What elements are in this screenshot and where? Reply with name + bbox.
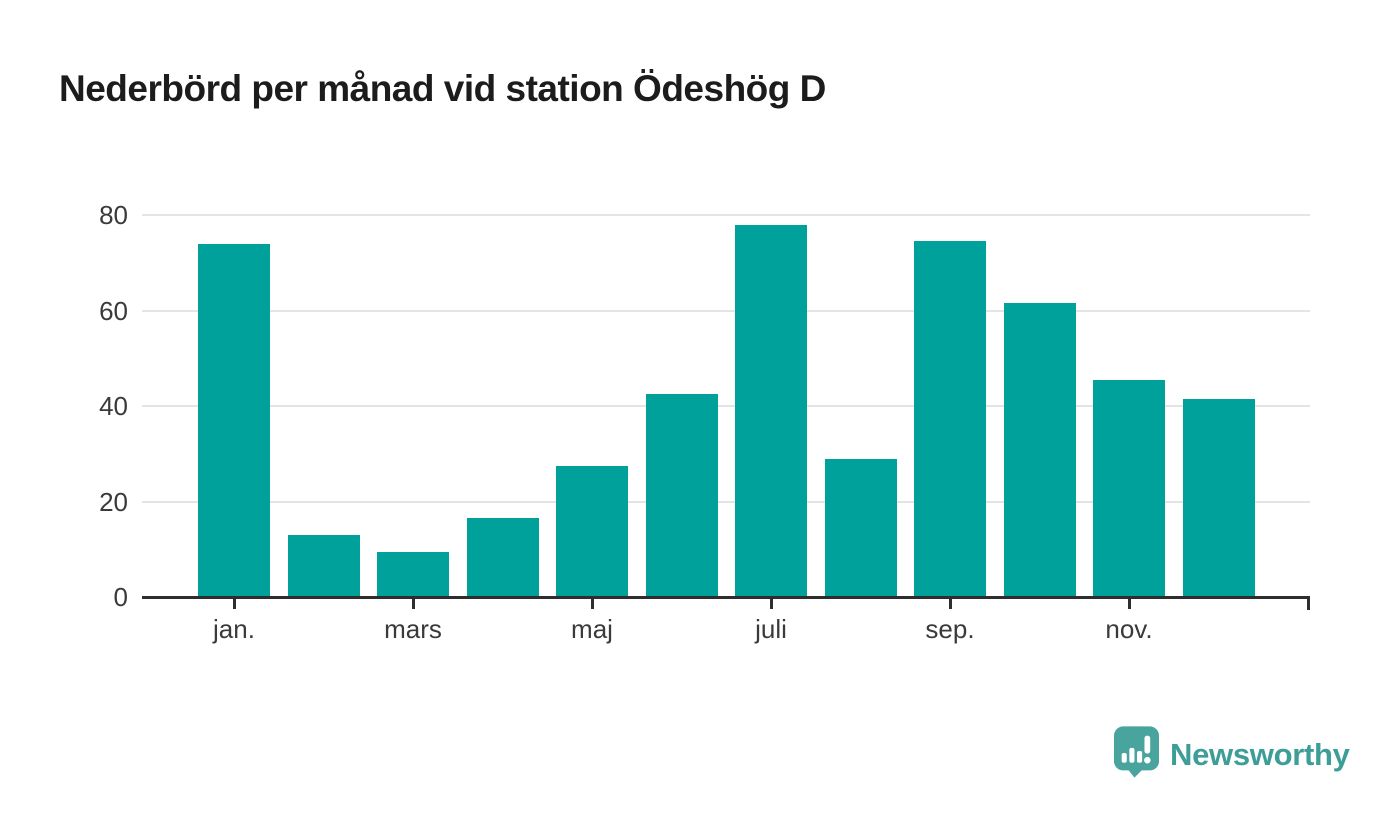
bar-nov. bbox=[1093, 379, 1165, 597]
x-axis-tick-label: maj bbox=[571, 614, 613, 644]
x-axis-tick bbox=[232, 599, 236, 609]
bar-maj bbox=[556, 465, 628, 597]
x-axis-tick bbox=[769, 599, 773, 609]
newsworthy-wordmark: Newsworthy bbox=[1170, 736, 1350, 772]
bar-aug. bbox=[824, 458, 897, 597]
bar-chart-speech-bubble-icon bbox=[1114, 726, 1159, 783]
bar-feb. bbox=[287, 534, 360, 597]
y-gridline bbox=[142, 500, 1310, 503]
x-axis-tick bbox=[948, 599, 952, 609]
y-axis-tick-label: 0 bbox=[113, 582, 128, 612]
y-axis-tick-label: 60 bbox=[99, 295, 128, 326]
bar-apr. bbox=[466, 518, 539, 597]
bar-dec. bbox=[1182, 398, 1255, 597]
x-axis-tick bbox=[590, 599, 594, 609]
x-axis-tick-label: sep. bbox=[925, 614, 975, 644]
y-axis-tick-label: 80 bbox=[99, 200, 128, 230]
x-axis-tick-label: jan. bbox=[213, 614, 255, 644]
chart-title: Nederbörd per månad vid station Ödeshög … bbox=[59, 68, 826, 109]
y-axis-tick-label: 20 bbox=[99, 486, 128, 517]
bar-mars bbox=[377, 551, 449, 597]
y-axis-tick-label: 40 bbox=[99, 391, 128, 421]
y-gridline bbox=[142, 214, 1310, 216]
x-axis-tick-label: mars bbox=[384, 614, 442, 644]
bar-juni bbox=[645, 394, 718, 597]
x-axis-tick bbox=[1127, 599, 1131, 609]
bar-juli bbox=[735, 224, 807, 597]
bar-jan. bbox=[198, 243, 270, 597]
x-axis-tick bbox=[411, 599, 415, 609]
bar-okt. bbox=[1003, 303, 1076, 597]
x-axis-line bbox=[142, 596, 1310, 599]
x-axis-tick-label: nov. bbox=[1105, 614, 1153, 644]
bar-sep. bbox=[914, 241, 986, 597]
x-axis-tick-label: juli bbox=[755, 614, 787, 644]
x-axis-end-tick bbox=[1307, 596, 1310, 610]
y-gridline bbox=[142, 309, 1310, 312]
newsworthy-logo: Newsworthy bbox=[1114, 726, 1350, 783]
y-gridline bbox=[142, 405, 1310, 407]
